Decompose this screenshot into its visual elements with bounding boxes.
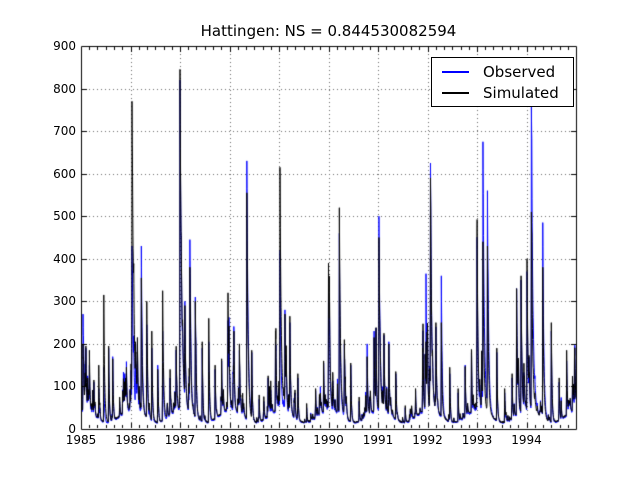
simulated-line-sample: [442, 91, 469, 94]
legend-item-simulated: Simulated: [442, 83, 565, 103]
x-tick-label: 1994: [511, 433, 542, 447]
y-tick-label: 700: [53, 124, 76, 139]
y-tick-label: 800: [53, 81, 76, 96]
x-tick-label: 1992: [412, 433, 443, 447]
y-tick-label: 400: [53, 251, 76, 266]
x-tick-label: 1990: [313, 433, 344, 447]
x-tick-label: 1989: [263, 433, 295, 447]
legend: Observed Simulated: [431, 57, 574, 107]
y-tick-label: 900: [53, 39, 76, 53]
x-tick-label: 1987: [164, 433, 196, 447]
y-tick-label: 100: [53, 379, 76, 394]
chart-title: Hattingen: NS = 0.844530082594: [200, 22, 457, 40]
legend-label-observed: Observed: [483, 62, 556, 81]
y-tick-label: 500: [53, 209, 76, 224]
x-tick-label: 1986: [115, 433, 146, 447]
y-tick-label: 0: [68, 422, 76, 436]
observed-line-sample: [442, 70, 469, 73]
x-tick-label: 1993: [461, 433, 493, 447]
y-tick-label: 300: [53, 294, 76, 309]
x-tick-label: 1991: [362, 433, 394, 447]
legend-item-observed: Observed: [442, 62, 565, 82]
x-tick-label: 1988: [214, 433, 245, 447]
y-tick-label: 200: [53, 336, 76, 351]
y-tick-label: 600: [53, 166, 76, 181]
x-tick-label: 1985: [65, 433, 97, 447]
legend-label-simulated: Simulated: [483, 83, 559, 102]
